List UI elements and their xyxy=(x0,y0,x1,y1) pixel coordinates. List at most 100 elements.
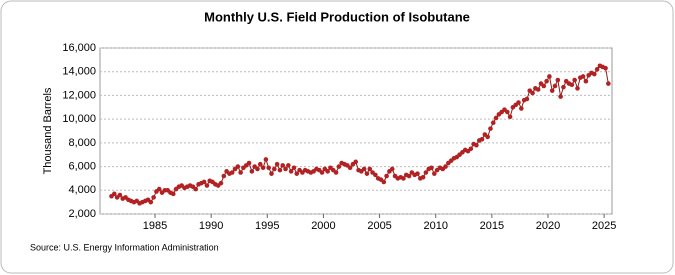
data-point xyxy=(353,159,359,165)
data-point xyxy=(384,173,389,179)
data-point xyxy=(558,94,563,99)
x-tick-label: 2005 xyxy=(367,220,391,232)
data-point xyxy=(288,169,294,174)
data-point xyxy=(117,192,123,198)
data-point xyxy=(274,161,280,167)
data-point xyxy=(429,165,434,171)
y-tick-label: 16,000 xyxy=(62,42,96,54)
data-point xyxy=(272,166,277,172)
x-tick-label: 2010 xyxy=(423,220,447,232)
y-axis-label: Thousand Barrels xyxy=(42,87,54,174)
data-point xyxy=(504,109,510,115)
y-tick-label: 2,000 xyxy=(68,208,96,220)
data-point xyxy=(443,164,448,169)
data-point xyxy=(246,160,252,166)
data-point xyxy=(479,137,485,142)
data-point xyxy=(112,191,117,197)
x-tick-label: 2015 xyxy=(480,220,504,232)
chart-title: Monthly U.S. Field Production of Isobuta… xyxy=(204,9,470,24)
y-tick-label: 10,000 xyxy=(62,113,96,125)
data-point xyxy=(555,77,561,83)
data-point xyxy=(544,78,549,84)
data-point xyxy=(221,173,227,179)
data-point xyxy=(170,191,176,197)
data-point xyxy=(401,176,406,181)
data-point xyxy=(485,134,490,140)
data-point xyxy=(575,86,580,91)
data-point xyxy=(406,173,412,179)
data-point xyxy=(541,83,547,89)
data-point xyxy=(361,166,367,172)
data-point xyxy=(423,170,429,175)
x-tick-label: 2025 xyxy=(592,220,616,232)
source-note: Source: U.S. Energy Information Administ… xyxy=(30,242,219,252)
data-point xyxy=(572,77,577,83)
data-point xyxy=(583,78,589,84)
data-point xyxy=(549,88,555,93)
data-point xyxy=(592,71,597,77)
data-point xyxy=(415,171,420,176)
data-point xyxy=(263,157,269,162)
data-point xyxy=(257,161,263,167)
data-point xyxy=(507,114,513,120)
data-point xyxy=(156,186,162,192)
x-tick-label: 1990 xyxy=(199,220,223,232)
data-point xyxy=(249,169,255,174)
data-point xyxy=(367,166,373,172)
data-point xyxy=(493,115,499,121)
data-point xyxy=(269,171,274,176)
data-point xyxy=(606,81,611,86)
y-tick-label: 8,000 xyxy=(68,137,96,149)
data-point xyxy=(468,146,474,152)
data-point xyxy=(488,126,493,131)
data-point xyxy=(552,83,558,89)
data-point xyxy=(373,172,378,178)
data-point xyxy=(238,170,243,175)
data-point xyxy=(347,165,353,171)
data-point xyxy=(291,165,297,171)
data-point xyxy=(260,165,266,171)
data-point xyxy=(561,84,566,90)
data-point xyxy=(474,142,479,148)
data-point xyxy=(151,195,156,200)
y-tick-label: 6,000 xyxy=(68,160,96,172)
data-point xyxy=(218,180,224,186)
data-point xyxy=(193,186,199,192)
data-point xyxy=(319,170,325,175)
x-tick-label: 1985 xyxy=(143,220,167,232)
y-tick-label: 14,000 xyxy=(62,66,96,78)
data-point xyxy=(277,167,283,173)
data-point xyxy=(524,96,530,102)
data-point xyxy=(201,179,207,185)
data-point xyxy=(594,67,600,72)
data-point xyxy=(148,199,154,205)
data-point xyxy=(603,65,608,71)
data-point xyxy=(530,90,535,96)
data-point xyxy=(364,171,370,176)
data-point xyxy=(381,179,387,185)
data-point xyxy=(420,174,426,180)
data-point xyxy=(389,166,395,172)
data-point xyxy=(204,183,210,188)
data-point xyxy=(266,165,272,171)
data-point xyxy=(333,170,339,175)
data-point xyxy=(432,171,437,176)
data-point xyxy=(280,163,286,168)
data-point xyxy=(325,169,330,174)
data-point xyxy=(336,164,342,169)
data-point xyxy=(547,74,552,79)
data-point xyxy=(283,166,288,172)
data-point xyxy=(235,164,241,169)
data-point xyxy=(229,170,235,175)
data-point xyxy=(255,166,260,172)
x-tick-label: 2020 xyxy=(536,220,560,232)
data-point xyxy=(294,171,300,176)
data-point xyxy=(569,82,575,88)
x-tick-label: 2000 xyxy=(311,220,335,232)
x-tick-label: 1995 xyxy=(255,220,279,232)
data-point xyxy=(580,74,586,79)
data-point xyxy=(519,106,524,111)
data-point xyxy=(286,163,291,168)
data-point xyxy=(535,87,541,92)
